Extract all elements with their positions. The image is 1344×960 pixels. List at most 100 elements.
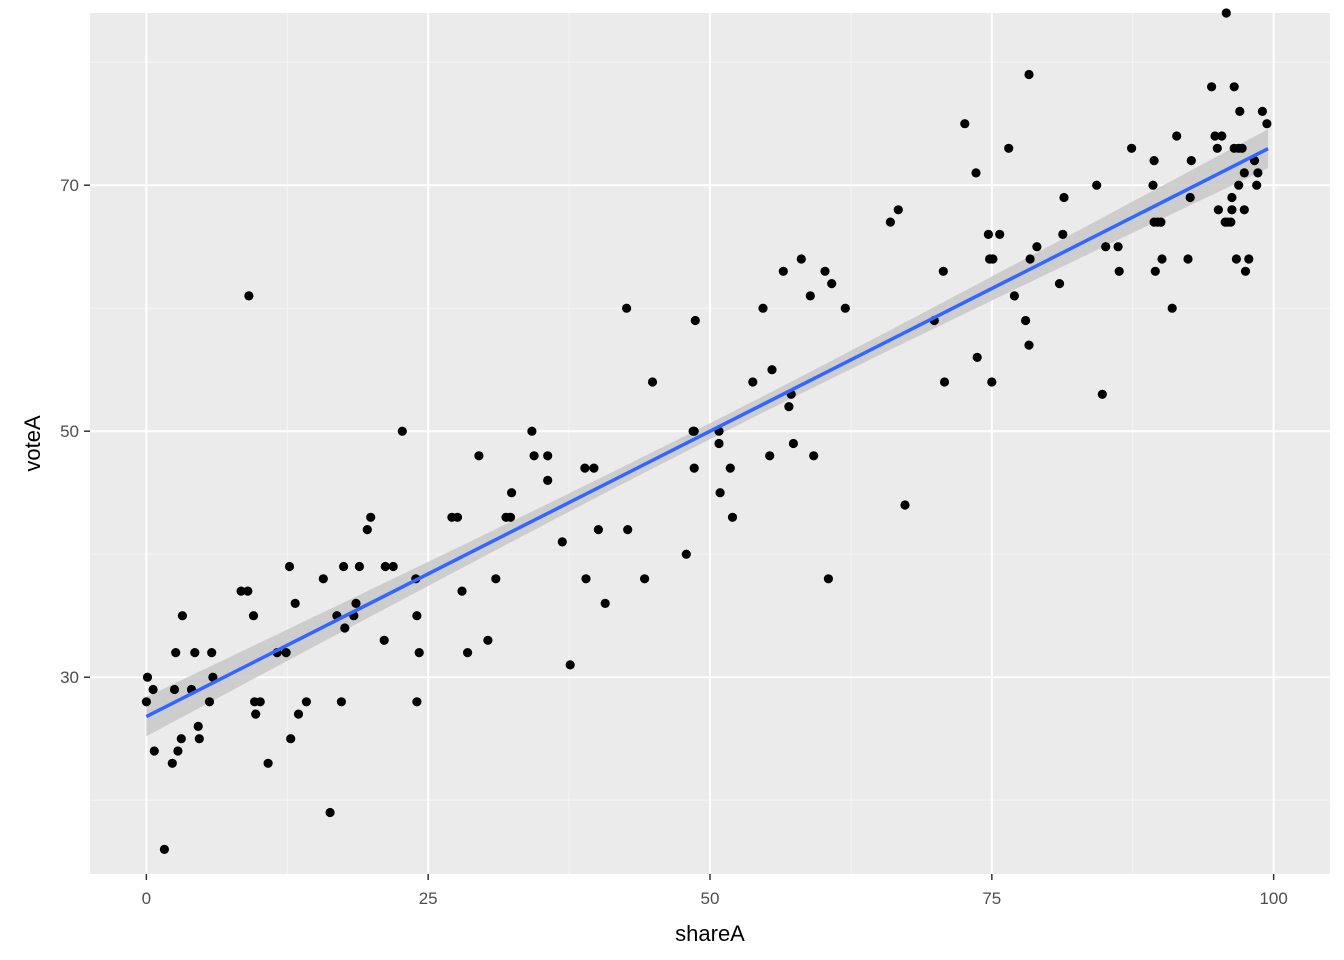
data-point (380, 561, 390, 572)
data-point (557, 537, 567, 547)
data-point (244, 291, 254, 301)
data-point (204, 697, 215, 707)
data-point (647, 377, 658, 387)
data-point (1237, 143, 1247, 153)
data-point (388, 561, 398, 572)
data-point (362, 525, 372, 535)
regression-line (145, 147, 1269, 719)
data-point (412, 697, 422, 707)
data-point (290, 598, 300, 609)
x-tick-label: 0 (142, 889, 151, 908)
data-point (207, 648, 217, 658)
data-point (1244, 254, 1254, 264)
data-point (325, 807, 335, 818)
data-point (796, 254, 806, 264)
data-point (284, 561, 295, 572)
data-point (173, 746, 183, 756)
data-point (1054, 279, 1065, 289)
data-point (318, 574, 328, 584)
data-point (690, 315, 700, 326)
data-point (339, 561, 349, 572)
data-point (366, 512, 376, 522)
data-point (1227, 205, 1237, 215)
x-axis-label: shareA (675, 921, 745, 946)
data-point (1101, 242, 1111, 252)
data-point (286, 734, 296, 744)
data-point (1059, 192, 1069, 203)
data-point (1024, 340, 1034, 350)
x-tick-label: 25 (419, 889, 438, 908)
data-point (600, 598, 610, 609)
data-point (543, 475, 553, 485)
data-point (1156, 217, 1166, 227)
data-point (414, 648, 424, 658)
data-point (167, 758, 177, 768)
data-point (1113, 242, 1123, 252)
data-point (938, 266, 948, 276)
data-point (681, 549, 691, 559)
x-tick-label: 75 (982, 889, 1001, 908)
data-point (351, 598, 361, 609)
x-axis-ticks: 0 25 50 75 100 (142, 874, 1288, 908)
data-point (823, 574, 834, 584)
data-point (580, 463, 590, 473)
data-point (1157, 254, 1167, 264)
data-point (593, 525, 604, 535)
data-point (640, 574, 650, 584)
data-points (141, 8, 1272, 855)
data-point (527, 426, 537, 436)
data-point (354, 561, 364, 572)
data-point (820, 266, 830, 276)
data-point (208, 672, 218, 682)
data-point (412, 611, 422, 621)
data-point (457, 586, 467, 596)
data-point (589, 463, 599, 473)
data-point (623, 525, 633, 535)
data-point (248, 611, 259, 621)
data-point (1221, 8, 1231, 18)
data-point (1231, 254, 1241, 264)
data-point (1092, 180, 1102, 190)
data-point (622, 303, 632, 313)
data-point (336, 697, 346, 707)
data-point (251, 709, 261, 719)
data-point (141, 697, 151, 707)
y-tick-label: 30 (60, 668, 79, 687)
data-point (1253, 168, 1263, 178)
data-point (1004, 143, 1014, 153)
data-point (809, 451, 819, 461)
data-point (543, 451, 553, 461)
data-point (725, 463, 735, 473)
data-point (748, 377, 758, 387)
data-point (1149, 156, 1159, 166)
data-point (148, 684, 158, 695)
data-point (1229, 82, 1239, 92)
data-point (827, 279, 837, 289)
data-point (1024, 69, 1034, 80)
data-point (689, 426, 699, 436)
data-point (784, 402, 794, 412)
data-point (765, 451, 775, 461)
data-point (301, 697, 311, 707)
data-point (243, 586, 253, 596)
data-point (778, 266, 788, 276)
data-point (939, 377, 950, 387)
data-point (1021, 315, 1031, 326)
data-point (507, 488, 517, 498)
data-point (1025, 254, 1035, 264)
data-point (727, 512, 738, 522)
data-point (281, 648, 291, 658)
data-point (1239, 168, 1249, 178)
data-point (1127, 143, 1137, 153)
y-tick-label: 70 (60, 176, 79, 195)
data-point (971, 168, 981, 178)
data-point (767, 365, 777, 375)
data-point (1009, 291, 1020, 301)
data-point (893, 205, 903, 215)
data-point (293, 709, 304, 719)
data-point (255, 697, 265, 707)
data-point (1257, 106, 1267, 116)
data-point (169, 684, 180, 695)
data-point (1234, 180, 1244, 190)
